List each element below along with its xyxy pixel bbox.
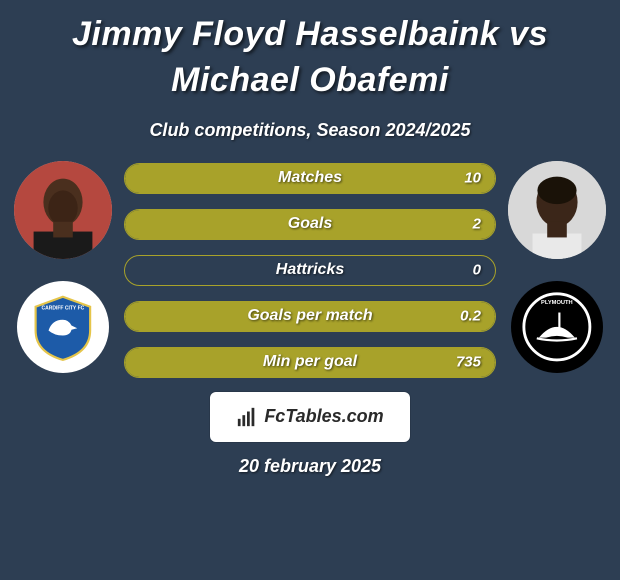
stat-row-gpm: Goals per match 0.2 [124,301,496,332]
stat-label: Hattricks [276,261,344,279]
stat-row-mpg: Min per goal 735 [124,347,496,378]
stat-value-right: 0 [473,262,481,279]
player-right-avatar [508,161,606,259]
footer: FcTables.com 20 february 2025 [10,392,610,477]
stat-label: Goals per match [247,307,372,325]
stat-value-right: 2 [473,216,481,233]
stat-value-right: 10 [464,170,481,187]
left-column: CARDIFF CITY FC [14,159,112,373]
brand-badge[interactable]: FcTables.com [210,392,409,442]
stat-label: Matches [278,169,342,187]
stat-row-matches: Matches 10 [124,163,496,194]
svg-text:CARDIFF CITY FC: CARDIFF CITY FC [42,306,85,312]
stat-value-right: 0.2 [460,308,481,325]
svg-text:PLYMOUTH: PLYMOUTH [541,300,573,306]
stat-row-goals: Goals 2 [124,209,496,240]
stat-bars: Matches 10 Goals 2 Hattricks 0 Goals per… [124,159,496,378]
date-text: 20 february 2025 [239,456,381,477]
player-left-avatar [14,161,112,259]
stat-label: Min per goal [263,353,357,371]
stat-value-right: 735 [456,354,481,371]
club-left-logo: CARDIFF CITY FC [17,281,109,373]
stats-area: CARDIFF CITY FC Matches 10 Goals 2 Hattr… [10,159,610,378]
page-title: Jimmy Floyd Hasselbaink vs Michael Obafe… [10,8,610,114]
club-right-logo: PLYMOUTH [511,281,603,373]
page-subtitle: Club competitions, Season 2024/2025 [10,120,610,141]
chart-icon [236,406,258,428]
stat-row-hattricks: Hattricks 0 [124,255,496,286]
brand-text: FcTables.com [264,406,383,427]
right-column: PLYMOUTH [508,159,606,373]
stat-label: Goals [288,215,332,233]
